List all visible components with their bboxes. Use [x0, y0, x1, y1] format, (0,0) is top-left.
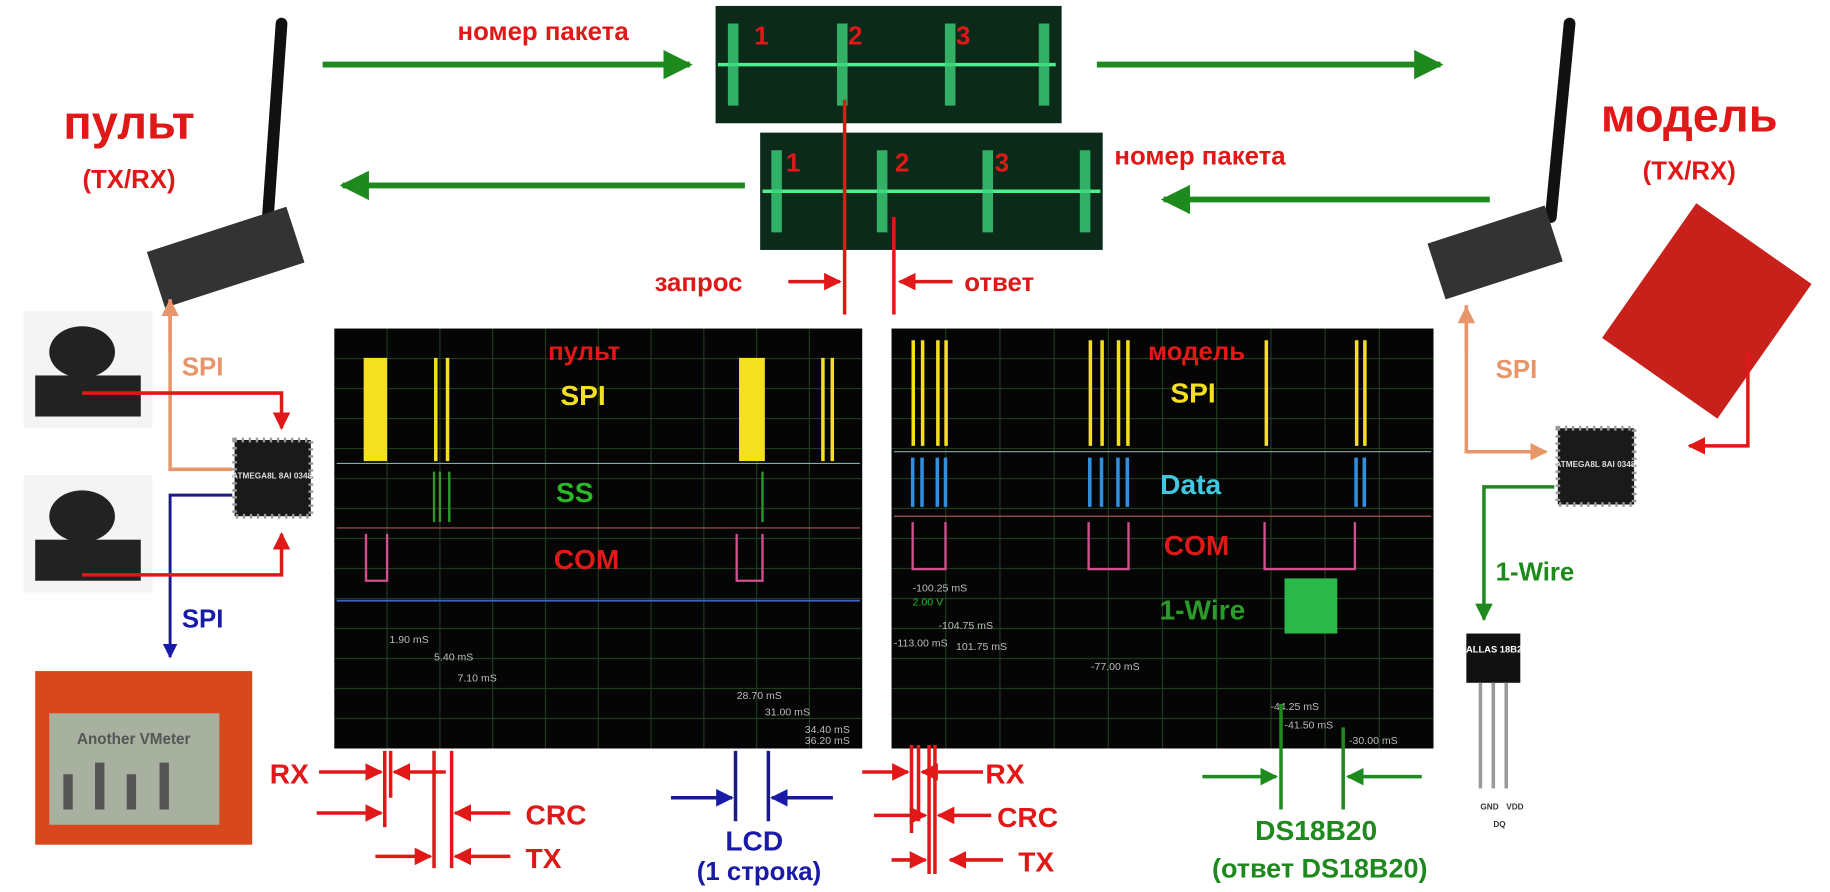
pulse-number: 3	[995, 149, 1009, 177]
left-markers	[316, 750, 833, 869]
one-wire-label: 1-Wire	[1496, 559, 1575, 587]
channel-label: Data	[1160, 469, 1221, 500]
right-markers	[862, 703, 1422, 875]
scope-title: модель	[1148, 338, 1245, 366]
scope-title: пульт	[548, 338, 620, 366]
pin-label: GND	[1480, 803, 1498, 812]
pin-label: DQ	[1493, 820, 1506, 829]
right-scope-traces: модель SPI Data COM 1-Wire -100.25 mS 2.…	[893, 338, 1432, 747]
response-label: ответ	[964, 269, 1034, 297]
right-scope	[891, 328, 1434, 749]
link-label: номер пакета	[458, 18, 630, 46]
pulse-number: 1	[754, 23, 768, 51]
time-label: 31.00 mS	[765, 707, 810, 719]
pulse-number: 2	[848, 23, 862, 51]
time-label: 36.20 mS	[805, 735, 850, 747]
channel-label: SPI	[560, 380, 605, 411]
marker-label: TX	[526, 843, 562, 874]
chip-label: ATMEGA8L 8AI 0348	[1555, 460, 1635, 469]
time-label: 28.70 mS	[737, 690, 782, 702]
link-label: номер пакета	[1114, 142, 1286, 170]
time-label: -104.75 mS	[938, 620, 993, 632]
time-label: 101.75 mS	[956, 641, 1007, 653]
remote-title: пульт	[63, 96, 194, 148]
channel-label: COM	[1164, 530, 1230, 561]
time-label: 1.90 mS	[389, 634, 428, 646]
marker-note: (1 строка)	[697, 858, 821, 886]
pulse-number: 3	[956, 23, 970, 51]
time-label: -113.00 mS	[894, 637, 948, 649]
link-arrows	[322, 49, 1490, 215]
left-scope-traces: пульт SPI SS COM 1.90 mS 5.40 mS 7.10 mS…	[336, 338, 860, 747]
marker-note: (ответ DS18B20)	[1212, 854, 1427, 884]
marker-label: CRC	[526, 800, 587, 831]
bottom-scope: 1 2 3	[760, 132, 1103, 250]
spi-label: SPI	[182, 606, 224, 634]
time-label: -41.50 mS	[1285, 720, 1334, 732]
time-label: 34.40 mS	[805, 724, 850, 736]
channel-label: 1-Wire	[1160, 594, 1246, 625]
left-scope	[334, 328, 863, 749]
marker-label: DS18B20	[1255, 815, 1377, 846]
time-label: -30.00 mS	[1349, 735, 1398, 747]
channel-label: COM	[554, 544, 620, 575]
remote-subtitle: (TX/RX)	[82, 166, 175, 194]
time-label: -77.00 mS	[1091, 661, 1140, 673]
top-scope: 1 2 3	[715, 5, 1062, 124]
marker-label: CRC	[997, 802, 1058, 833]
chip-label: ATMEGA8L 8AI 0348	[232, 472, 312, 481]
lcd-text: Another VMeter	[77, 731, 190, 748]
model-side: модель (TX/RX) SPI ATMEGA8L 8AI 0348 1-W…	[1427, 17, 1812, 829]
spi-label: SPI	[1496, 356, 1538, 384]
time-label: -100.25 mS	[913, 582, 968, 594]
spi-label: SPI	[182, 353, 224, 381]
volt-label: 2.00 V	[913, 596, 944, 608]
remote-side: пульт (TX/RX) ATMEGA8L 8AI 0348 Another …	[23, 17, 314, 845]
time-label: 7.10 mS	[458, 673, 497, 685]
request-label: запрос	[655, 269, 743, 297]
marker-label: RX	[985, 759, 1024, 790]
pulse-number: 1	[786, 149, 800, 177]
channel-label: SS	[556, 477, 594, 508]
time-label: -44.25 mS	[1270, 701, 1319, 713]
model-title: модель	[1601, 89, 1778, 141]
pulse-number: 2	[895, 149, 909, 177]
model-subtitle: (TX/RX)	[1643, 158, 1736, 186]
sensor-label: DALLAS 18B20	[1459, 644, 1527, 654]
marker-label: RX	[270, 759, 309, 790]
channel-label: SPI	[1170, 377, 1215, 408]
marker-label: TX	[1018, 847, 1054, 878]
pin-label: VDD	[1506, 803, 1523, 812]
marker-label: LCD	[725, 826, 783, 857]
time-label: 5.40 mS	[434, 652, 473, 664]
